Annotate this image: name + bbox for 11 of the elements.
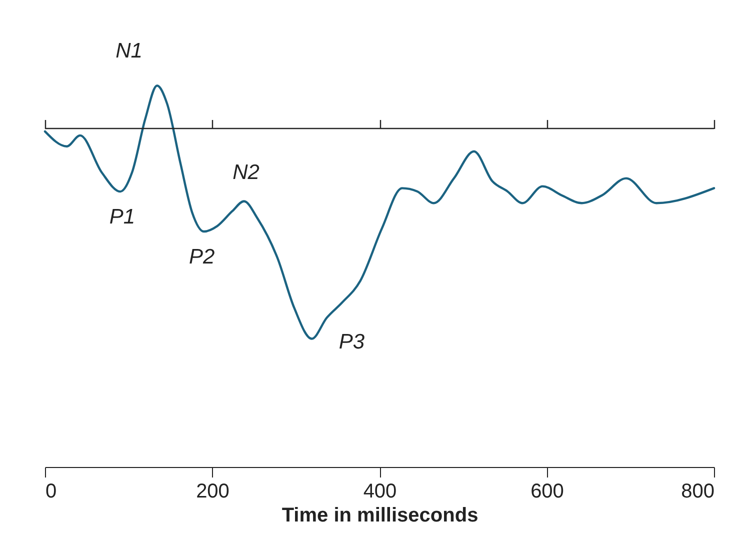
- x-tick-label: 0: [46, 480, 57, 502]
- x-tick-label: 200: [196, 480, 230, 502]
- x-tick-label: 400: [363, 480, 397, 502]
- annotation: N1: [116, 40, 142, 63]
- x-tick-label: 800: [681, 480, 714, 502]
- annotation: P3: [338, 330, 365, 354]
- x-tick-label: 600: [530, 480, 564, 502]
- annotation: P1: [109, 206, 136, 229]
- annotation: P2: [189, 246, 216, 269]
- x-axis-title: Time in milliseconds: [282, 504, 478, 526]
- annotation: N2: [232, 161, 260, 184]
